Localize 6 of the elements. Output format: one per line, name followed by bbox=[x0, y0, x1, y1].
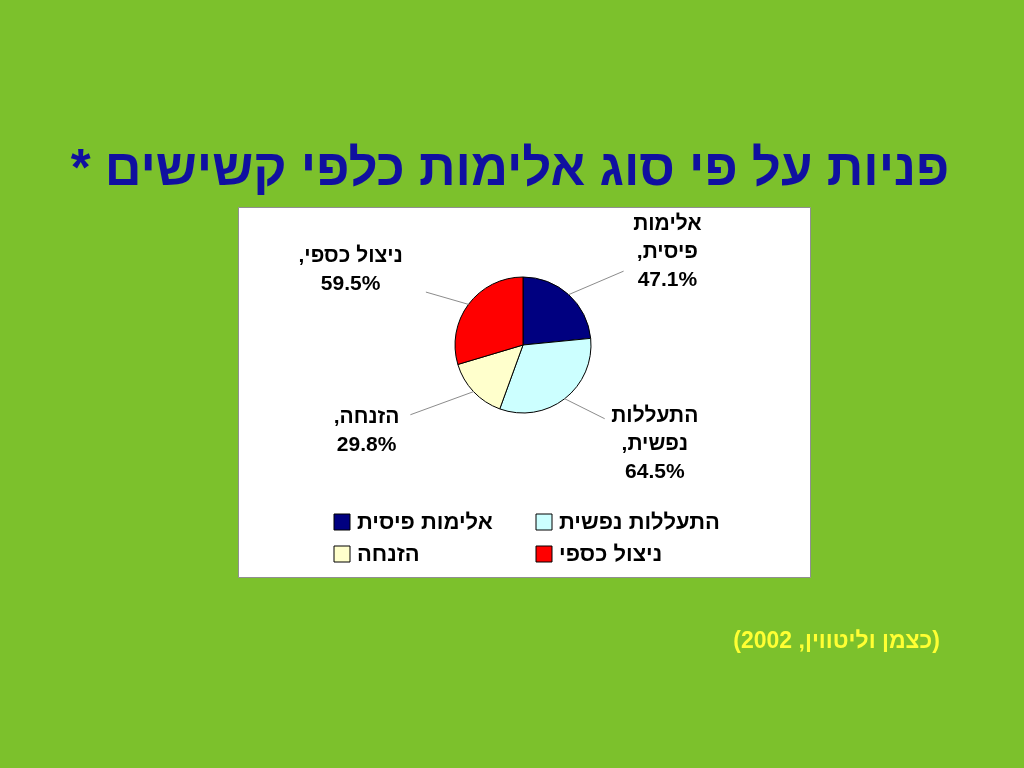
legend-label: התעללות נפשית bbox=[559, 509, 720, 534]
text: (כצמן וליטווין, 2002) bbox=[733, 627, 940, 653]
chart-title: פניות על פי סוג אלימות כלפי קשישים * bbox=[70, 139, 950, 196]
legend-label: ניצול כספי bbox=[559, 541, 663, 566]
legend-label: אלימות פיסית bbox=[357, 509, 493, 534]
legend-label: הזנחה bbox=[357, 541, 420, 566]
